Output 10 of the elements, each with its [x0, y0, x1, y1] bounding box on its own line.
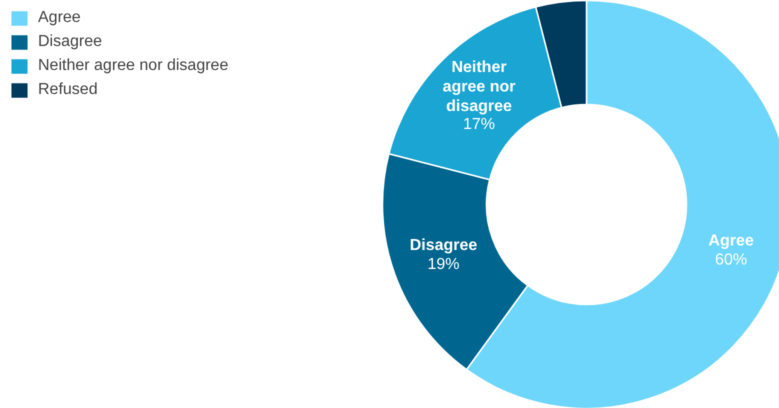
data-label: 19% — [427, 256, 460, 273]
slice-label: Neither agree nor disagree — [442, 59, 516, 116]
legend-label: Agree — [38, 9, 81, 27]
slice-label: Agree — [708, 232, 754, 250]
legend-label: Neither agree nor disagree — [38, 57, 228, 75]
data-label: 17% — [463, 116, 496, 134]
legend-label: Refused — [38, 81, 98, 99]
legend-label: Disagree — [38, 33, 102, 51]
data-label: 60% — [715, 251, 748, 268]
slice-label: Disagree — [410, 236, 478, 254]
